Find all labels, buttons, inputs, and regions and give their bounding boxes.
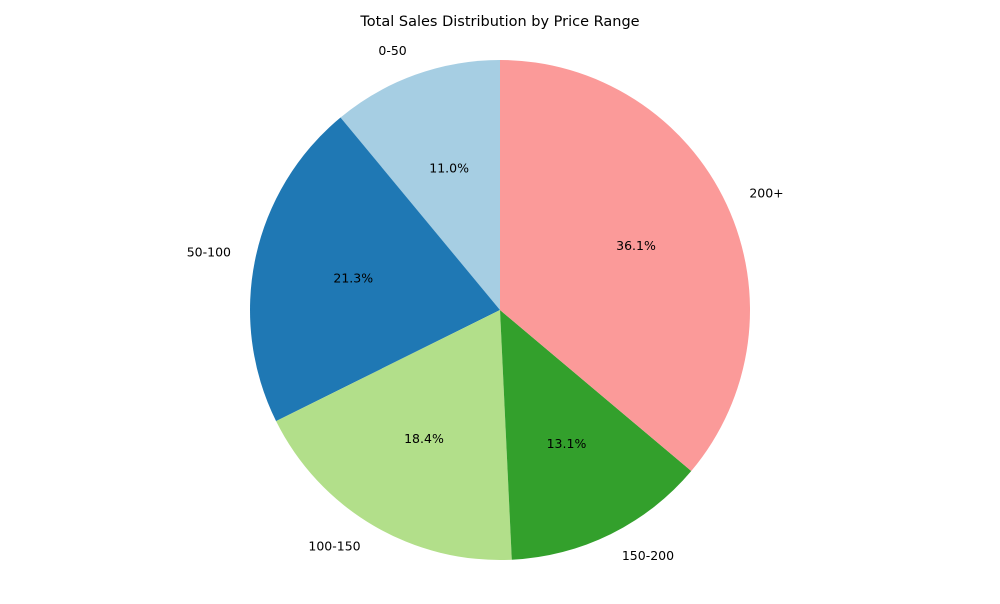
slice-percentage-label: 11.0%	[429, 160, 469, 175]
slice-percentage-label: 21.3%	[333, 270, 373, 285]
slice-percentage-label: 36.1%	[616, 238, 656, 253]
labels-layer: 0-50 11.0% 50-100 21.3% 100-150 18.4% 150-200 1…	[187, 43, 784, 563]
pie-slice-0-50	[340, 60, 500, 310]
slice-label: 150-200	[622, 548, 674, 563]
slice-percentage-label: 13.1%	[547, 436, 587, 451]
slice-label: 200+	[749, 185, 783, 200]
pie-slice-100-150	[276, 310, 512, 560]
pie-slice-50-100	[250, 117, 500, 422]
slice-label: 50-100	[187, 244, 231, 259]
slice-label: 100-150	[308, 539, 360, 554]
pie-slice-150-200	[500, 310, 692, 560]
slices-layer	[250, 60, 751, 560]
slice-label: 0-50	[378, 43, 406, 58]
pie-slice-200-plus	[500, 60, 751, 471]
slice-percentage-label: 18.4%	[404, 431, 444, 446]
chart-title: Total Sales Distribution by Price Range	[359, 14, 639, 30]
